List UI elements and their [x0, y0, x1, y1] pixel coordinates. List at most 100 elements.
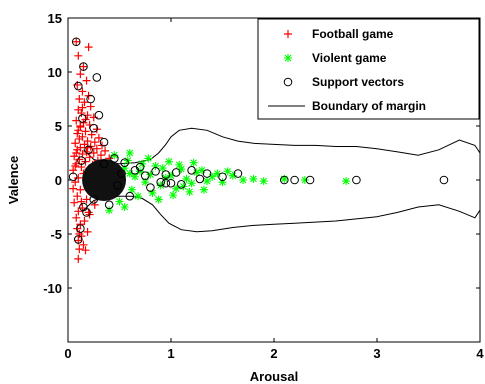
football-game-point [82, 76, 91, 85]
football-game-point [72, 37, 81, 46]
support-vector-point [195, 174, 205, 184]
football-game-point [72, 149, 81, 157]
violent-game-point [239, 176, 248, 184]
football-game-point [78, 103, 87, 112]
support-vector-point [77, 156, 86, 165]
support-vector-point [79, 62, 88, 71]
football-game-point [76, 70, 85, 79]
football-game-point [74, 254, 83, 263]
y-tick-label: 0 [55, 173, 62, 188]
support-vector-point [74, 81, 83, 91]
support-vector-point [86, 94, 95, 104]
support-vector-point [99, 137, 109, 147]
support-vector-point [94, 110, 104, 120]
dense-support-vector-cluster [82, 159, 127, 201]
support-vector-point [92, 73, 102, 82]
support-vector-point [125, 191, 135, 201]
y-tick-marks [68, 17, 480, 289]
violent-game-point [223, 167, 232, 176]
support-vector-point [171, 168, 181, 177]
football-game-point [90, 200, 99, 209]
support-vector-point [84, 145, 93, 155]
support-vector-point [290, 175, 299, 185]
violent-game-points [105, 149, 351, 215]
support-vector-point [78, 114, 87, 123]
football-game-point [85, 153, 94, 162]
support-vector-point [177, 180, 186, 189]
football-game-point [82, 195, 91, 204]
football-game-point [71, 178, 80, 187]
football-game-point [74, 126, 83, 135]
legend-entry-label: Violent game [312, 51, 387, 65]
violent-game-point [185, 187, 194, 196]
violent-game-point [134, 192, 143, 201]
violent-game-point [197, 166, 206, 175]
support-vector-point [71, 37, 81, 47]
x-tick-label: 2 [270, 346, 277, 361]
football-game-point [75, 95, 84, 103]
legend-entry-label: Boundary of margin [312, 99, 426, 113]
football-game-point [101, 146, 110, 155]
violent-game-point [130, 172, 139, 181]
violent-game-point [120, 164, 129, 173]
violent-game-point [127, 185, 136, 194]
football-game-point [84, 43, 93, 52]
violent-game-point [280, 174, 289, 183]
y-tick-label: -5 [50, 227, 62, 242]
violent-game-point [141, 178, 150, 187]
football-game-point [83, 227, 92, 236]
violent-game-point [175, 160, 184, 169]
violent-game-point [158, 164, 167, 173]
x-tick-label: 4 [476, 346, 484, 361]
violent-game-point [192, 168, 201, 177]
violent-game-point [154, 195, 163, 204]
support-vector-point [110, 154, 119, 163]
legend-violent-marker [284, 54, 292, 62]
football-game-point [86, 102, 95, 111]
violent-game-point [179, 182, 188, 191]
violent-game-point [259, 177, 268, 186]
y-tick-labels: -10 -5 0 5 10 15 [43, 11, 62, 296]
football-game-point [70, 198, 79, 207]
football-game-point [84, 208, 93, 217]
violent-game-point [300, 176, 309, 184]
support-vector-point [140, 171, 150, 180]
legend-box [257, 18, 480, 120]
support-vector-point [89, 195, 99, 204]
support-vector-point [187, 165, 196, 175]
violent-game-point [213, 169, 222, 178]
football-game-point [75, 230, 84, 238]
football-game-point [69, 184, 78, 193]
violent-game-point [148, 188, 157, 197]
support-vector-point [439, 175, 449, 185]
violent-game-point [136, 167, 145, 176]
violent-game-point [146, 170, 155, 179]
football-game-point [96, 151, 105, 160]
x-axis-label: Arousal [250, 369, 298, 384]
football-game-point [92, 144, 101, 153]
support-vector-point [202, 169, 212, 178]
football-game-point [74, 51, 83, 60]
y-axis-label: Valence [6, 156, 21, 204]
football-game-point [82, 147, 91, 156]
violent-game-point [203, 177, 212, 186]
support-vector-point [233, 169, 243, 178]
violent-game-point [144, 154, 153, 163]
violent-game-point [249, 174, 258, 183]
violent-game-point [110, 151, 119, 160]
violent-game-point [189, 158, 198, 167]
football-game-point [71, 139, 80, 148]
support-vector-point [156, 177, 165, 187]
violent-game-point [156, 181, 165, 190]
y-tick-label: -10 [43, 281, 62, 296]
support-vector-point [113, 181, 122, 190]
football-game-point [77, 197, 86, 206]
support-vector-point [161, 170, 171, 179]
support-vector-point [99, 159, 109, 169]
violent-game-point [199, 185, 208, 194]
football-game-point [79, 240, 88, 249]
support-vector-point [76, 224, 85, 233]
football-game-point [80, 98, 89, 107]
legend-entry-label: Support vectors [312, 75, 404, 89]
